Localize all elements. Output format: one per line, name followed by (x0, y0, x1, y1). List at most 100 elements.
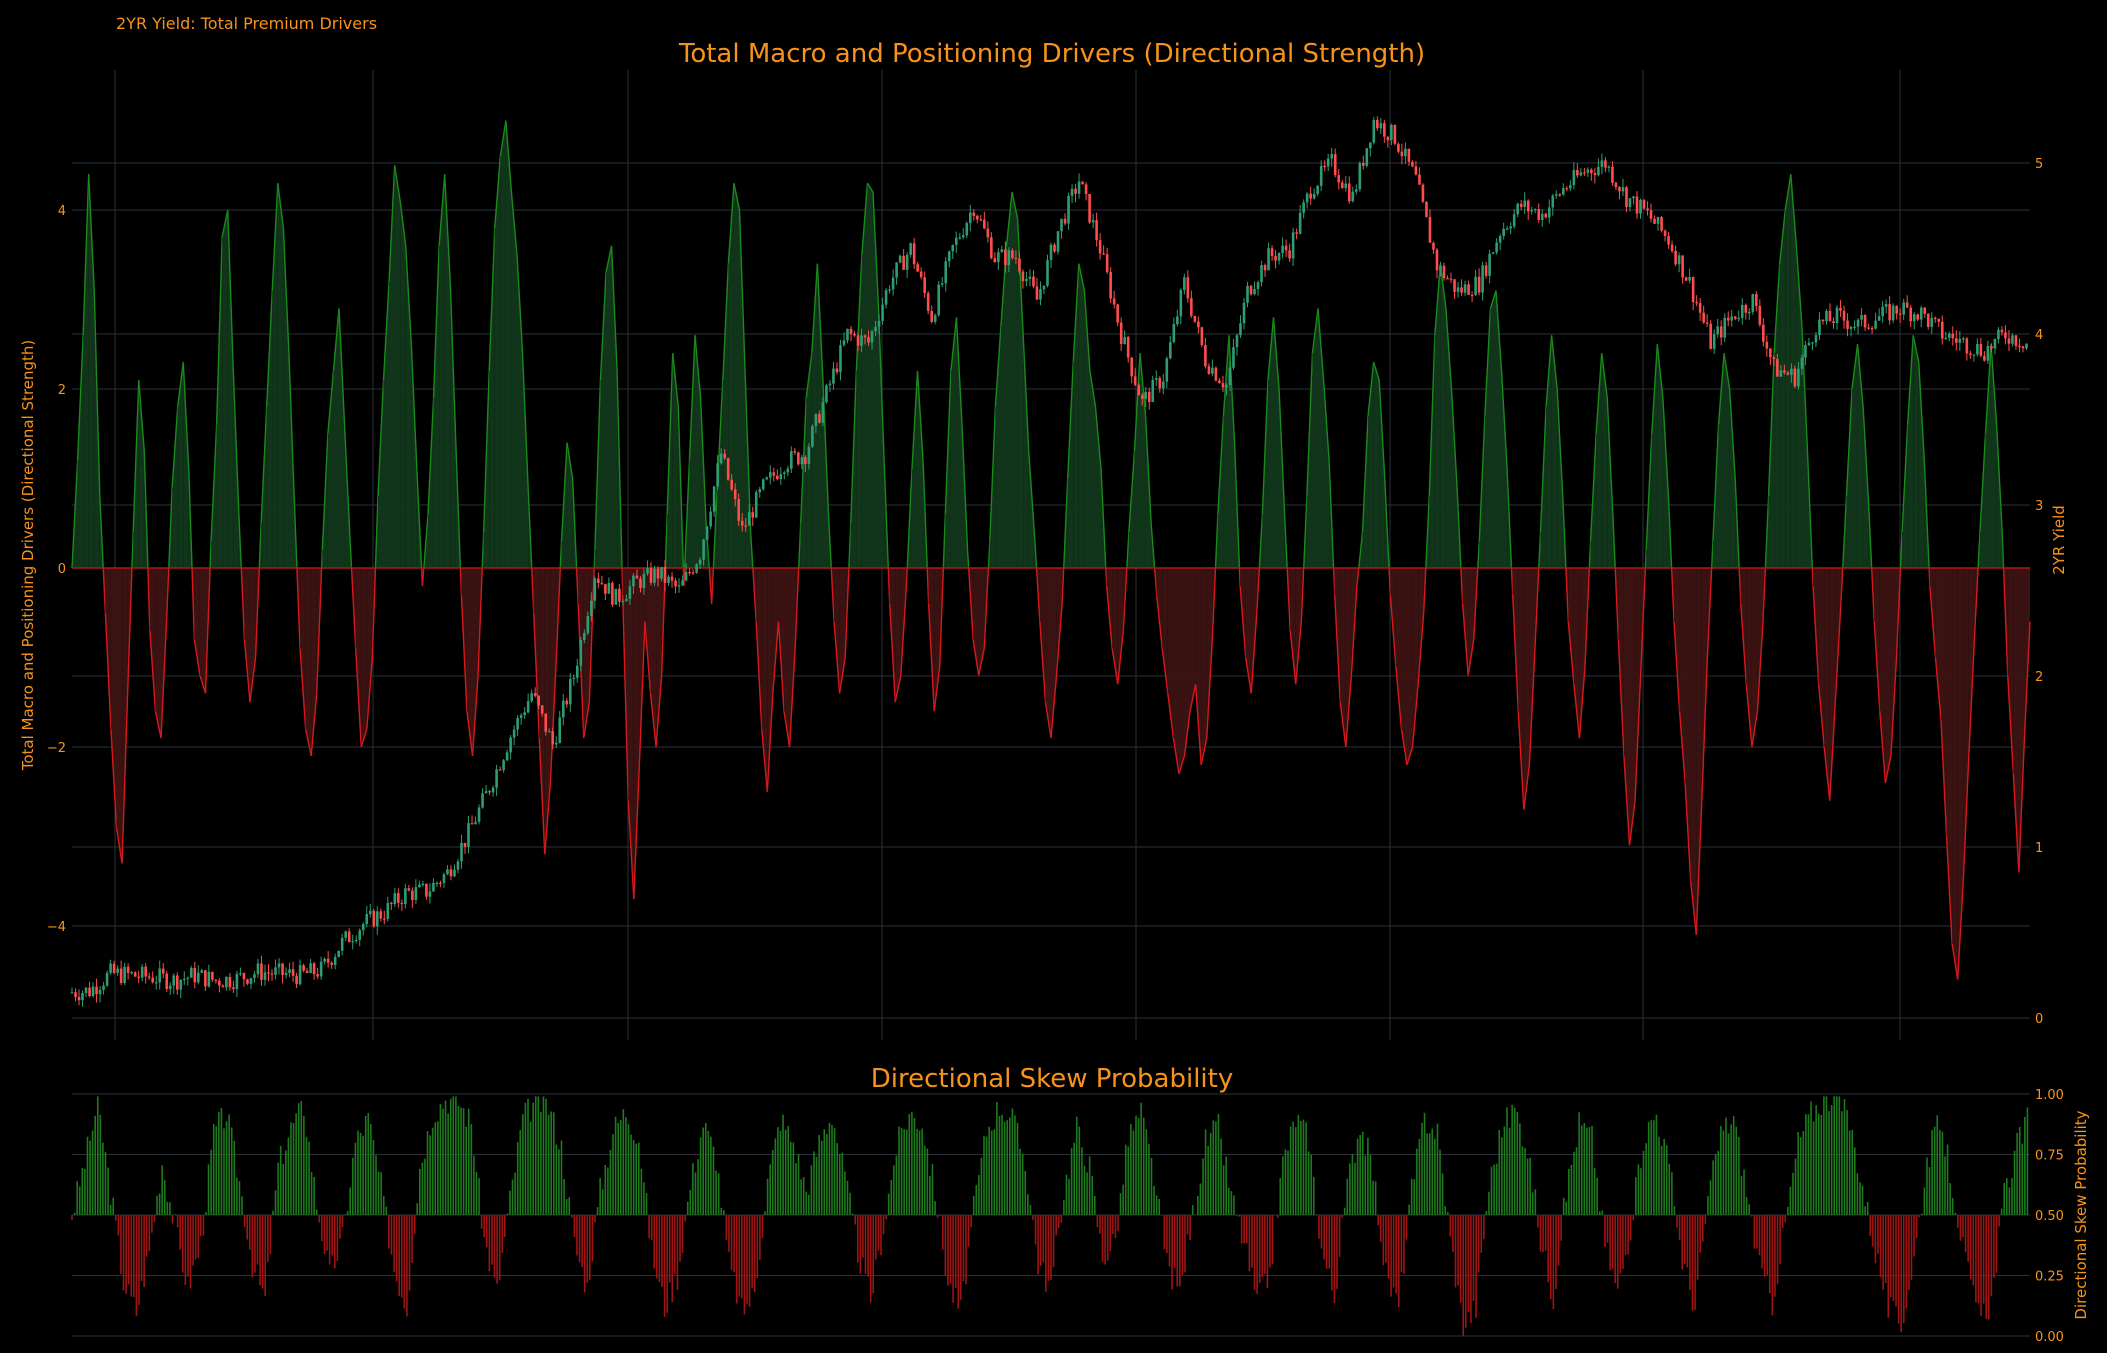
driver-segment (227, 209, 235, 372)
driver-segment (1784, 174, 1792, 211)
top-chart-yield-candles (70, 116, 2028, 1007)
yield-candle (1260, 265, 1263, 283)
yield-candle (1154, 378, 1158, 380)
yield-candle (1505, 228, 1509, 230)
yield-candle (1625, 187, 1628, 207)
driver-fill (1190, 568, 1196, 712)
driver-segment (132, 380, 140, 533)
driver-fill (1206, 568, 1213, 739)
driver-segment (1606, 397, 1614, 515)
driver-segment (332, 308, 340, 372)
driver-segment (1884, 755, 1892, 783)
driver-segment (987, 541, 991, 569)
yield-candle (1123, 337, 1126, 345)
driver-segment (1595, 353, 1603, 434)
bottom-tick-label: 0.50 (2035, 1209, 2064, 1224)
driver-segment (1756, 621, 1764, 712)
driver-fill (1518, 568, 1524, 810)
driver-segment (2012, 773, 2020, 873)
driver-segment (2002, 567, 2009, 676)
driver-segment (1244, 657, 1252, 694)
yield-candle (1940, 321, 1944, 339)
driver-fill (1918, 362, 1925, 568)
yield-candle (639, 578, 642, 589)
driver-fill (1195, 568, 1202, 765)
yield-candle (1846, 320, 1849, 329)
yield-candle (1376, 119, 1379, 129)
yield-candle (1046, 260, 1049, 286)
driver-fill (1852, 344, 1858, 568)
yield-candle (2000, 329, 2004, 333)
driver-segment (1066, 362, 1074, 479)
yield-candle (1470, 294, 1474, 297)
yield-candle (1435, 249, 1439, 271)
driver-segment (1706, 567, 1713, 658)
right-tick-label: 1 (2035, 841, 2043, 856)
yield-candle (1386, 136, 1390, 141)
driver-fill (544, 568, 551, 855)
driver-segment (1217, 415, 1225, 515)
yield-candle (1835, 307, 1839, 324)
yield-candle (488, 791, 491, 793)
yield-candle (267, 972, 270, 974)
yield-candle (1762, 324, 1765, 342)
yield-candle (607, 582, 611, 594)
driver-segment (755, 621, 763, 730)
driver-segment (1973, 567, 1979, 640)
yield-candle (74, 992, 77, 998)
driver-fill (1696, 568, 1702, 935)
driver-segment (683, 567, 686, 586)
yield-candle (1579, 172, 1583, 176)
yield-candle (874, 326, 877, 332)
yield-candle (344, 931, 347, 938)
driver-fill (1167, 568, 1174, 739)
yield-candle (200, 970, 204, 973)
yield-candle (1102, 253, 1105, 255)
yield-candle (1502, 228, 1505, 237)
yield-candle (726, 458, 730, 480)
driver-fill (656, 568, 662, 747)
driver-fill (550, 568, 556, 783)
driver-segment (416, 469, 423, 569)
yield-candle (105, 972, 109, 986)
driver-fill (1267, 317, 1274, 568)
yield-candle (600, 583, 604, 585)
driver-fill (383, 281, 390, 568)
yield-candle (930, 310, 933, 322)
driver-segment (374, 496, 379, 569)
yield-candle (649, 568, 653, 583)
driver-segment (160, 621, 168, 739)
yield-candle (467, 823, 470, 847)
driver-segment (1556, 388, 1564, 497)
driver-segment (1523, 764, 1531, 810)
yield-candle (1523, 200, 1527, 208)
bottom-chart-bars (71, 1096, 2029, 1336)
driver-segment (1072, 263, 1080, 363)
yield-candle (695, 564, 698, 573)
driver-segment (459, 567, 463, 595)
driver-segment (848, 523, 852, 569)
driver-segment (1172, 737, 1180, 774)
driver-segment (1384, 478, 1390, 569)
driver-fill (1863, 406, 1869, 568)
yield-candle (751, 512, 755, 518)
yield-candle (1035, 286, 1039, 300)
yield-candle (498, 769, 502, 771)
driver-fill (194, 568, 200, 676)
yield-candle (1530, 210, 1534, 212)
driver-segment (1278, 388, 1286, 515)
driver-segment (423, 514, 429, 569)
driver-fill (411, 344, 417, 568)
yield-candle (1769, 348, 1772, 358)
driver-segment (1823, 746, 1831, 801)
driver-fill (377, 380, 384, 568)
yield-candle (583, 633, 586, 640)
yield-candle (688, 572, 691, 574)
yield-candle (1997, 329, 2000, 340)
driver-segment (942, 514, 947, 569)
driver-segment (799, 397, 807, 524)
driver-segment (811, 263, 819, 354)
driver-segment (1489, 290, 1497, 309)
yield-candle (481, 793, 484, 808)
yield-candle (449, 869, 453, 877)
